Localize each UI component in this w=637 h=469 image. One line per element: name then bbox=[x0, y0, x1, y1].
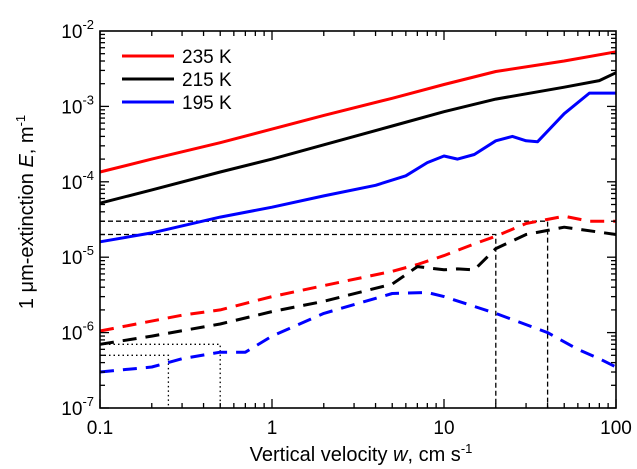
series-line-215-k-2 bbox=[99, 71, 617, 205]
y-tick-label: 10-6 bbox=[61, 319, 94, 345]
x-tick-label: 10 bbox=[433, 418, 454, 439]
legend-label: 235 K bbox=[182, 47, 232, 68]
x-tick-label: 1 bbox=[267, 418, 278, 439]
series-line-0000ff-dashed-6 bbox=[99, 291, 617, 374]
reference-line-2 bbox=[100, 233, 497, 408]
x-axis-title: Vertical velocity w, cm s-1 bbox=[250, 441, 473, 466]
series-line-235-k-1 bbox=[99, 50, 617, 174]
reference-line-3 bbox=[100, 343, 221, 408]
y-tick-label: 10-4 bbox=[61, 168, 94, 194]
axis-ticks: 0.1 1 10 100 10-7 10-6 10-5 10-4 10-3 10-2 bbox=[61, 17, 632, 439]
data-series bbox=[99, 50, 617, 374]
plot-frame bbox=[99, 30, 617, 409]
series-line-195-k-3 bbox=[99, 91, 616, 244]
reference-line-4 bbox=[100, 354, 170, 408]
series-line-000000-dashed-5 bbox=[99, 225, 617, 346]
y-tick-label: 10-2 bbox=[61, 17, 94, 43]
reference-lines bbox=[100, 220, 549, 408]
x-tick-label: 100 bbox=[600, 418, 632, 439]
y-tick-label: 10-5 bbox=[61, 243, 94, 269]
y-tick-label: 10-7 bbox=[61, 394, 94, 420]
y-tick-label: 10-3 bbox=[61, 92, 94, 118]
series-line-ff0000-dashed-4 bbox=[99, 214, 616, 333]
y-axis-title: 1 μm-extinction E, m-1 bbox=[13, 115, 38, 309]
legend-label: 215 K bbox=[182, 70, 232, 91]
legend-label: 195 K bbox=[182, 93, 232, 114]
x-tick-label: 0.1 bbox=[87, 418, 113, 439]
reference-line-1 bbox=[100, 220, 549, 408]
